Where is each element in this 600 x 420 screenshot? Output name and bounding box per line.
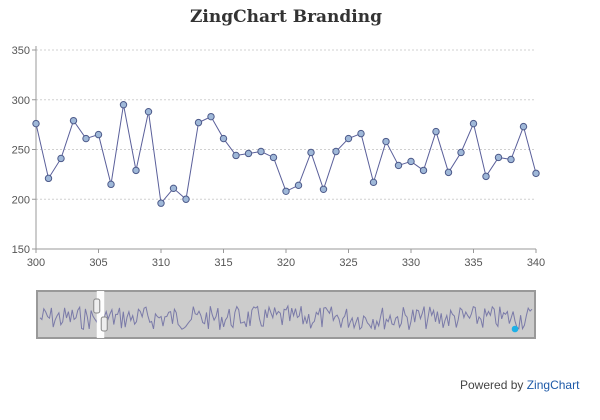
data-point — [307, 148, 315, 157]
data-point — [457, 148, 465, 157]
axes: 150 200 250 300 350 300 305 310 315 320 325 330 335 3… — [12, 45, 546, 269]
y-tick-label: 200 — [12, 194, 30, 206]
data-point — [44, 174, 53, 183]
x-tick-label: 310 — [152, 257, 170, 269]
data-point — [169, 184, 178, 193]
preview-signal — [39, 304, 533, 331]
data-point — [207, 112, 215, 121]
x-tick-label: 325 — [339, 257, 357, 269]
data-point — [469, 119, 478, 128]
x-tick-label: 305 — [89, 257, 107, 269]
credit-prefix: Powered by — [460, 378, 524, 392]
y-tick-label: 150 — [12, 244, 30, 256]
series-markers — [32, 101, 540, 207]
y-tick-label: 250 — [12, 145, 30, 157]
x-tick-label: 330 — [402, 257, 420, 269]
data-point — [394, 161, 403, 170]
data-point — [357, 129, 365, 138]
data-point — [482, 172, 490, 181]
data-point — [532, 169, 540, 178]
data-point — [519, 122, 528, 131]
data-point — [119, 101, 128, 109]
data-point — [332, 147, 340, 156]
y-tick-label: 300 — [12, 95, 30, 107]
credit-brand-link[interactable]: ZingChart — [526, 378, 580, 392]
grid — [36, 49, 536, 200]
data-point — [144, 107, 153, 116]
data-point — [507, 155, 515, 164]
data-point — [419, 166, 428, 175]
data-point — [369, 178, 378, 187]
data-point — [182, 195, 190, 203]
data-point — [294, 181, 303, 190]
data-point — [194, 118, 203, 127]
data-point — [232, 151, 240, 160]
x-tick-label: 335 — [464, 257, 482, 269]
data-point — [157, 199, 165, 207]
data-point — [69, 116, 78, 125]
chart-title: ZingChart Branding — [190, 7, 382, 27]
data-point — [282, 187, 290, 195]
x-tick-label: 300 — [27, 257, 45, 269]
preview-right-handle — [100, 316, 108, 332]
data-point — [344, 134, 353, 143]
data-point — [432, 127, 440, 136]
x-tick-label: 315 — [214, 257, 232, 269]
data-point — [132, 166, 140, 175]
data-point — [244, 149, 253, 158]
data-point — [257, 147, 265, 156]
data-point — [82, 134, 90, 143]
x-tick-label: 340 — [527, 257, 545, 269]
data-point — [269, 153, 278, 162]
data-point — [107, 180, 115, 189]
preview-marker-dot — [511, 325, 519, 333]
x-tick-label: 320 — [277, 257, 295, 269]
preview-left-handle — [93, 298, 101, 314]
data-point — [494, 153, 503, 162]
data-point — [319, 185, 328, 194]
preview-background — [36, 290, 536, 339]
data-point — [407, 157, 415, 166]
y-tick-label: 350 — [12, 45, 30, 57]
data-point — [444, 168, 453, 177]
preview-scroller[interactable] — [36, 290, 536, 339]
data-point — [219, 134, 228, 143]
preview-selection-window — [96, 291, 105, 338]
data-point — [94, 130, 103, 139]
data-point — [32, 119, 40, 128]
data-point — [382, 137, 390, 146]
data-point — [57, 154, 65, 163]
powered-by-credit[interactable]: Powered by ZingChart — [460, 378, 579, 392]
